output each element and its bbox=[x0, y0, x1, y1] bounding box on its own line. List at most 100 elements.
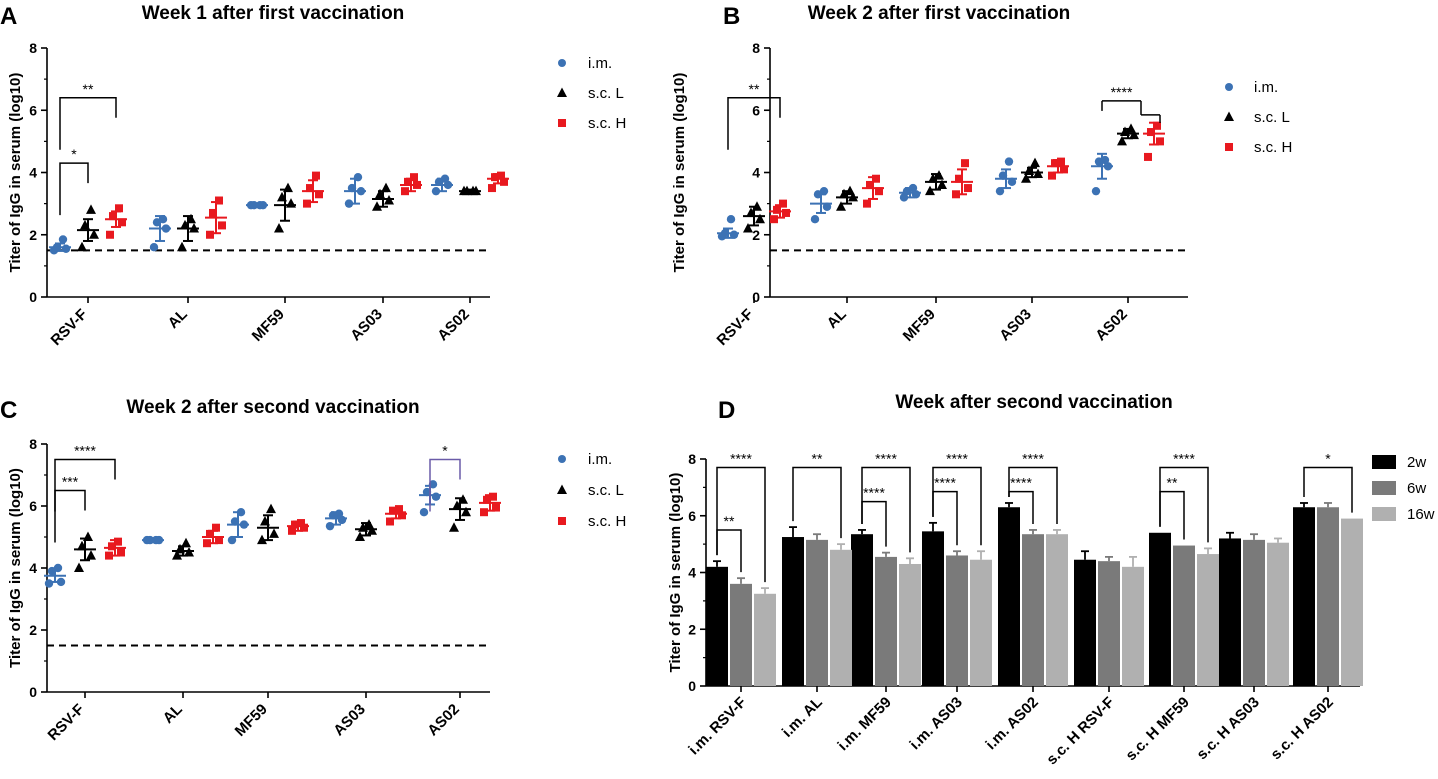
significance-bracket bbox=[716, 529, 742, 573]
data-point bbox=[810, 214, 820, 224]
data-point bbox=[386, 517, 394, 526]
x-category-label: AS02 bbox=[424, 701, 463, 740]
data-point bbox=[449, 522, 459, 532]
x-category-label: AS03 bbox=[347, 306, 386, 345]
y-axis-label: Titer of IgG in serum (log10) bbox=[7, 73, 24, 273]
data-point bbox=[955, 174, 963, 183]
data-point bbox=[480, 508, 488, 517]
significance-bracket bbox=[932, 466, 982, 546]
x-category-label: i.m. AS02 bbox=[982, 694, 1041, 753]
data-point bbox=[1126, 123, 1136, 133]
data-point bbox=[300, 523, 308, 532]
data-point bbox=[1057, 157, 1065, 166]
y-axis-label: Titer of IgG in serum (log10) bbox=[7, 468, 24, 668]
data-point bbox=[260, 516, 270, 526]
bar bbox=[1341, 518, 1363, 686]
x-category-label: s.c. H AS02 bbox=[1267, 694, 1336, 763]
x-category-label: s.c. H RSV-F bbox=[1043, 694, 1118, 769]
significance-bracket bbox=[1159, 466, 1209, 543]
data-point bbox=[277, 191, 287, 202]
data-point bbox=[401, 187, 409, 196]
legend-swatch bbox=[1372, 455, 1396, 469]
data-point bbox=[937, 179, 947, 189]
data-point bbox=[875, 187, 883, 196]
data-point bbox=[239, 520, 249, 529]
data-point bbox=[218, 221, 226, 230]
data-point bbox=[257, 534, 267, 545]
significance-label: * bbox=[71, 146, 77, 162]
data-point bbox=[158, 214, 168, 224]
legend-marker bbox=[558, 455, 566, 463]
data-point bbox=[419, 508, 429, 517]
x-category-label: RSV-F bbox=[714, 306, 757, 349]
data-point bbox=[286, 198, 296, 208]
data-point bbox=[1091, 186, 1101, 196]
data-point bbox=[492, 503, 500, 512]
data-point bbox=[212, 523, 220, 532]
data-point bbox=[230, 517, 240, 526]
significance-bracket bbox=[429, 458, 461, 512]
data-point bbox=[115, 204, 123, 213]
legend-label: s.c. H bbox=[588, 115, 626, 132]
significance-label: *** bbox=[62, 474, 79, 490]
bar bbox=[730, 583, 752, 686]
legend-label: s.c. L bbox=[1254, 109, 1290, 126]
data-point bbox=[291, 520, 299, 529]
x-category-label: i.m. AS03 bbox=[906, 694, 965, 753]
data-point bbox=[74, 562, 84, 572]
panel-letter: B bbox=[723, 3, 740, 30]
significance-label: **** bbox=[1111, 84, 1133, 100]
data-point bbox=[489, 492, 497, 501]
bar bbox=[1122, 566, 1144, 686]
y-tick-label: 0 bbox=[29, 684, 37, 700]
data-point bbox=[1004, 157, 1014, 166]
bar bbox=[1267, 542, 1289, 686]
data-point bbox=[227, 535, 237, 545]
data-point bbox=[726, 214, 736, 224]
legend-marker bbox=[557, 87, 567, 97]
data-point bbox=[312, 171, 320, 180]
significance-label: ** bbox=[83, 81, 94, 97]
x-category-label: i.m. MF59 bbox=[834, 694, 894, 754]
data-point bbox=[52, 243, 62, 252]
significance-bracket bbox=[54, 458, 116, 512]
legend-marker bbox=[558, 119, 566, 127]
data-point bbox=[255, 200, 265, 210]
legend-marker bbox=[558, 517, 566, 525]
data-point bbox=[729, 230, 739, 239]
significance-label: ** bbox=[1167, 475, 1178, 491]
significance-bracket bbox=[792, 466, 842, 539]
legend-label: s.c. H bbox=[1254, 139, 1292, 156]
data-point bbox=[105, 551, 113, 560]
data-point bbox=[908, 183, 918, 193]
legend-label: s.c. L bbox=[588, 85, 624, 102]
data-point bbox=[1060, 165, 1068, 174]
data-point bbox=[422, 487, 432, 497]
data-point bbox=[325, 521, 335, 531]
data-point bbox=[934, 170, 944, 180]
data-point bbox=[161, 224, 171, 233]
data-point bbox=[186, 213, 196, 224]
legend-marker bbox=[1224, 111, 1234, 121]
bar bbox=[970, 559, 992, 686]
x-category-label: AL bbox=[160, 701, 186, 727]
data-point bbox=[1103, 162, 1113, 171]
significance-label: **** bbox=[1022, 451, 1044, 467]
bar bbox=[706, 566, 728, 686]
data-point bbox=[398, 511, 406, 520]
data-point bbox=[752, 201, 762, 211]
data-point bbox=[404, 177, 412, 186]
data-point bbox=[773, 205, 781, 214]
data-point bbox=[206, 230, 214, 239]
x-category-label: RSV-F bbox=[45, 701, 88, 744]
y-tick-label: 4 bbox=[688, 565, 696, 581]
data-point bbox=[1021, 173, 1031, 183]
data-point bbox=[998, 171, 1008, 180]
data-point bbox=[149, 243, 159, 252]
data-point bbox=[356, 186, 366, 196]
data-point bbox=[431, 186, 441, 196]
significance-bracket bbox=[727, 97, 781, 150]
bar bbox=[1098, 561, 1120, 686]
legend-label: s.c. L bbox=[588, 482, 624, 499]
y-tick-label: 6 bbox=[29, 102, 37, 118]
